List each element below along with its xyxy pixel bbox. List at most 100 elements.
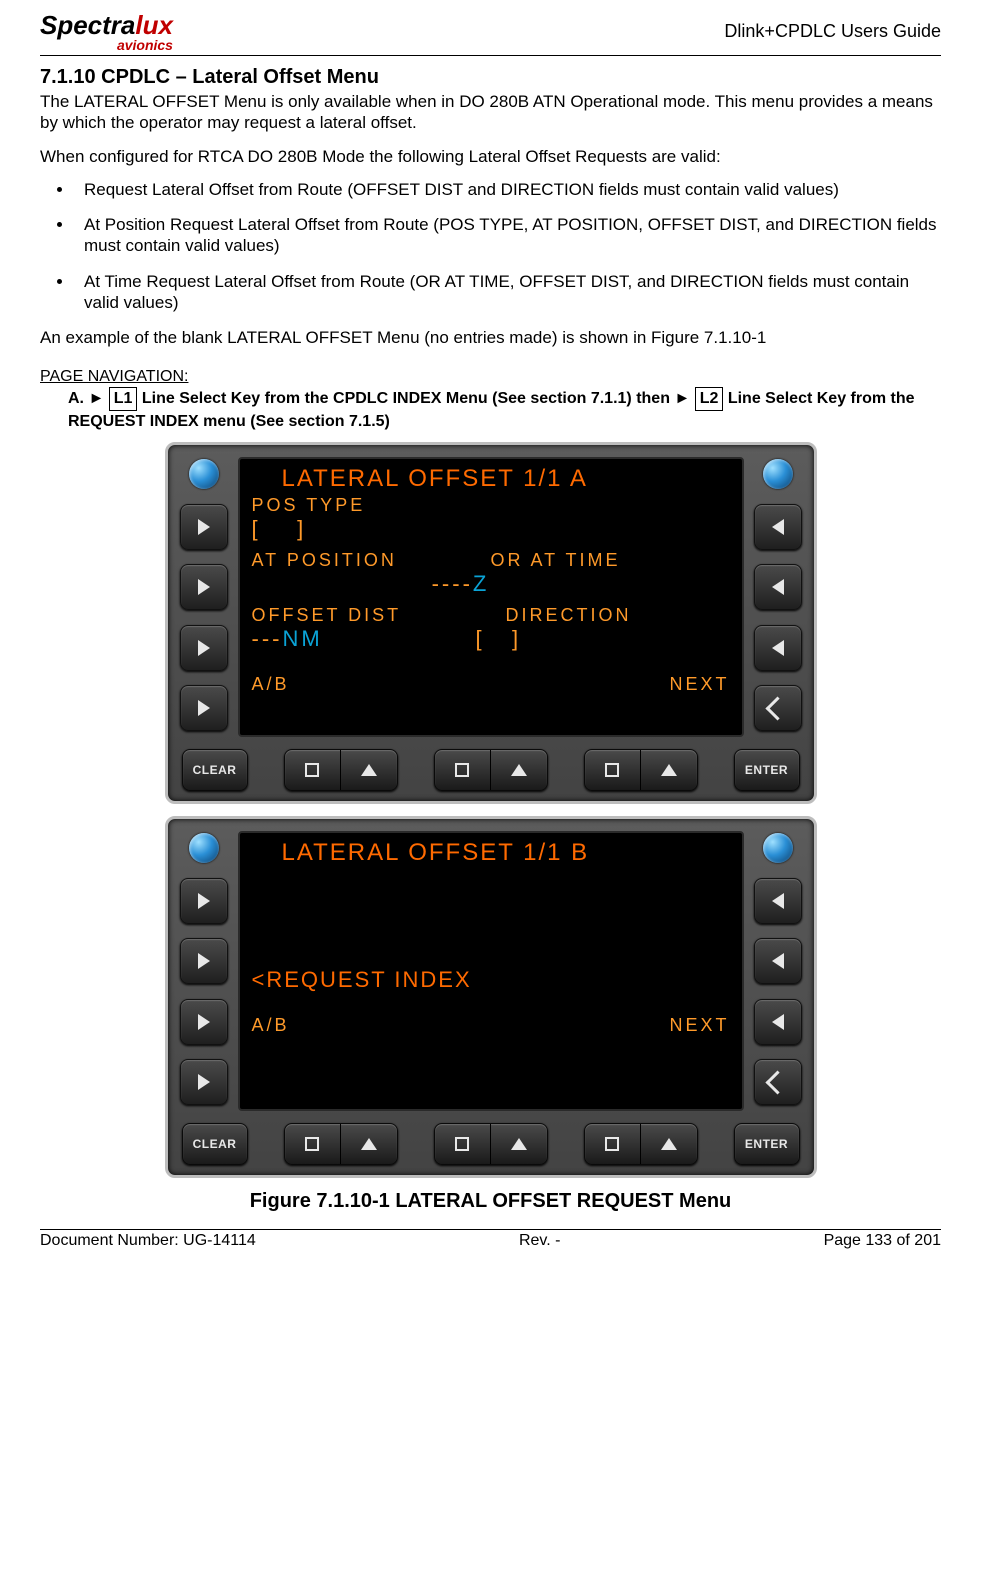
field-value-pos-type: [ ] [252, 516, 730, 542]
z-suffix: Z [473, 571, 489, 596]
play-right-icon [198, 700, 210, 716]
play-left-icon [772, 519, 784, 535]
logo: Spectralux avionics [40, 10, 173, 53]
paragraph: An example of the blank LATERAL OFFSET M… [40, 327, 941, 348]
field-label-offset-dist: OFFSET DIST [252, 605, 476, 626]
triangle-up-icon [511, 764, 527, 776]
right-button-column [750, 453, 806, 743]
indicator-orb [763, 833, 793, 863]
lsk-r1[interactable] [754, 878, 802, 924]
lsk-l3[interactable] [180, 625, 228, 671]
enter-button[interactable]: ENTER [734, 749, 800, 791]
left-button-column [176, 827, 232, 1117]
rocker-button-1[interactable] [284, 749, 398, 791]
lsk-l2[interactable] [180, 938, 228, 984]
right-button-column [750, 827, 806, 1117]
paragraph: When configured for RTCA DO 280B Mode th… [40, 146, 941, 167]
lsk-r2[interactable] [754, 938, 802, 984]
bottom-button-bar: CLEAR ENTER [176, 1117, 806, 1167]
play-left-icon [772, 953, 784, 969]
request-index-link: <REQUEST INDEX [252, 967, 730, 993]
indicator-orb [763, 459, 793, 489]
play-left-icon [772, 640, 784, 656]
square-icon [455, 763, 469, 777]
ab-toggle-label: A/B [252, 1015, 290, 1036]
key-l2: L2 [695, 387, 724, 411]
clear-button[interactable]: CLEAR [182, 749, 248, 791]
lsk-r2[interactable] [754, 564, 802, 610]
chevron-left-icon [765, 696, 789, 720]
page-footer: Document Number: UG-14114 Rev. - Page 13… [40, 1229, 941, 1250]
nav-label: PAGE NAVIGATION: [40, 368, 941, 386]
device-panel-b: LATERAL OFFSET 1/1 B <REQUEST INDEX A/B … [165, 816, 817, 1178]
rocker-button-3[interactable] [584, 749, 698, 791]
figure-caption: Figure 7.1.10-1 LATERAL OFFSET REQUEST M… [40, 1190, 941, 1213]
bullet-item: At Position Request Lateral Offset from … [74, 214, 941, 257]
lsk-r3[interactable] [754, 625, 802, 671]
square-icon [305, 1137, 319, 1151]
left-button-column [176, 453, 232, 743]
lsk-r4[interactable] [754, 685, 802, 731]
lsk-l3[interactable] [180, 999, 228, 1045]
page-header: Spectralux avionics Dlink+CPDLC Users Gu… [40, 10, 941, 56]
field-label-pos-type: POS TYPE [252, 495, 730, 516]
dash-value: ---- [432, 571, 473, 596]
lsk-r3[interactable] [754, 999, 802, 1045]
play-left-icon [772, 1014, 784, 1030]
enter-button[interactable]: ENTER [734, 1123, 800, 1165]
play-right-icon [198, 519, 210, 535]
play-left-icon [772, 893, 784, 909]
square-icon [455, 1137, 469, 1151]
lsk-l1[interactable] [180, 504, 228, 550]
lsk-l4[interactable] [180, 1059, 228, 1105]
bracket-close: ] [297, 516, 306, 541]
ab-toggle-label: A/B [252, 674, 290, 695]
field-value-time: ----Z [192, 571, 730, 597]
field-label-at-position: AT POSITION [252, 550, 491, 571]
play-right-icon [198, 1014, 210, 1030]
screen-title: LATERAL OFFSET 1/1 B [282, 839, 730, 867]
display-screen-b: LATERAL OFFSET 1/1 B <REQUEST INDEX A/B … [238, 831, 744, 1111]
field-value-offset-dist: ---NM [252, 626, 506, 652]
rocker-button-2[interactable] [434, 749, 548, 791]
bracket-open: [ [476, 626, 485, 651]
lsk-l1[interactable] [180, 878, 228, 924]
bullet-list: Request Lateral Offset from Route (OFFSE… [74, 179, 941, 313]
play-right-icon [198, 1074, 210, 1090]
page-number: Page 133 of 201 [824, 1232, 941, 1250]
indicator-orb [189, 833, 219, 863]
doc-title: Dlink+CPDLC Users Guide [724, 21, 941, 42]
nav-lead: A. ► [68, 390, 109, 407]
square-icon [605, 1137, 619, 1151]
chevron-left-icon [765, 1070, 789, 1094]
bracket-close: ] [512, 626, 521, 651]
triangle-up-icon [661, 1138, 677, 1150]
rocker-button-1[interactable] [284, 1123, 398, 1165]
field-label-or-at-time: OR AT TIME [491, 550, 730, 571]
lsk-r4[interactable] [754, 1059, 802, 1105]
lsk-l4[interactable] [180, 685, 228, 731]
paragraph: The LATERAL OFFSET Menu is only availabl… [40, 91, 941, 134]
rocker-button-3[interactable] [584, 1123, 698, 1165]
doc-number: Document Number: UG-14114 [40, 1232, 256, 1250]
play-right-icon [198, 640, 210, 656]
triangle-up-icon [361, 1138, 377, 1150]
key-l1: L1 [109, 387, 138, 411]
bracket-open: [ [252, 516, 261, 541]
field-value-direction: [ ] [476, 626, 730, 652]
square-icon [305, 763, 319, 777]
section-title: 7.1.10 CPDLC – Lateral Offset Menu [40, 66, 941, 89]
next-label: NEXT [669, 674, 729, 695]
clear-button[interactable]: CLEAR [182, 1123, 248, 1165]
bullet-item: At Time Request Lateral Offset from Rout… [74, 271, 941, 314]
rocker-button-2[interactable] [434, 1123, 548, 1165]
play-right-icon [198, 953, 210, 969]
nav-text: Line Select Key from the CPDLC INDEX Men… [137, 390, 694, 407]
revision: Rev. - [519, 1232, 560, 1250]
bullet-item: Request Lateral Offset from Route (OFFSE… [74, 179, 941, 200]
triangle-up-icon [661, 764, 677, 776]
lsk-r1[interactable] [754, 504, 802, 550]
display-screen-a: LATERAL OFFSET 1/1 A POS TYPE [ ] AT POS… [238, 457, 744, 737]
next-label: NEXT [669, 1015, 729, 1036]
nm-suffix: NM [282, 626, 322, 651]
